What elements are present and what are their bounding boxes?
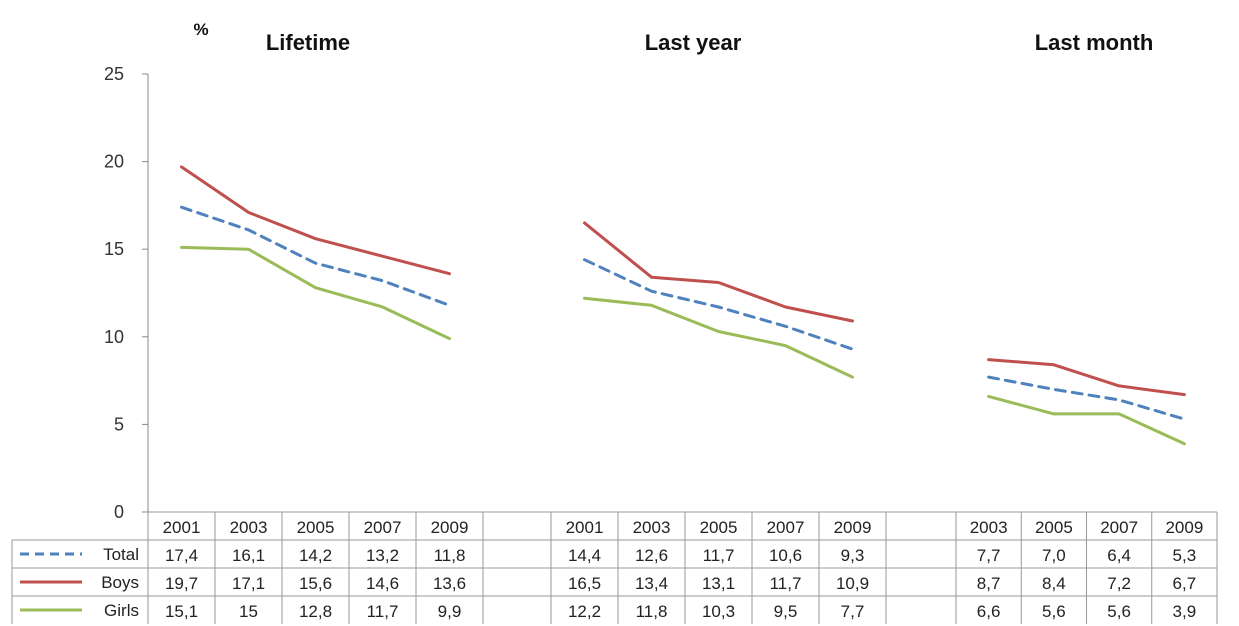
panel-title: Last year: [645, 30, 742, 55]
data-label-boys: 14,6: [366, 574, 399, 593]
series-line-total: [583, 258, 854, 351]
data-label-total: 14,4: [568, 546, 601, 565]
data-label-boys: 17,1: [232, 574, 265, 593]
series-line-girls: [583, 296, 854, 379]
y-tick-label: 15: [104, 239, 124, 259]
data-label-boys: 7,2: [1107, 574, 1131, 593]
data-label-boys: 10,9: [836, 574, 869, 593]
data-label-boys: 13,4: [635, 574, 668, 593]
data-label-girls: 6,6: [977, 602, 1001, 621]
series-line-total: [987, 375, 1186, 421]
data-label-boys: 6,7: [1173, 574, 1197, 593]
x-tick-label: 2003: [230, 518, 268, 537]
data-label-boys: 11,7: [770, 574, 802, 593]
series-line-boys: [987, 358, 1186, 397]
x-tick-label: 2009: [1165, 518, 1203, 537]
series-line-total: [180, 205, 451, 307]
y-tick-label: 20: [104, 152, 124, 172]
data-label-total: 16,1: [232, 546, 265, 565]
x-tick-label: 2009: [834, 518, 872, 537]
legend-label-total: Total: [103, 545, 139, 564]
x-tick-label: 2005: [1035, 518, 1073, 537]
data-label-girls: 12,2: [568, 602, 601, 621]
data-label-total: 12,6: [635, 546, 668, 565]
data-label-girls: 10,3: [702, 602, 735, 621]
y-axis: 0 5 10 15 20 25: [104, 64, 149, 522]
data-label-girls: 15: [239, 602, 258, 621]
data-label-total: 11,7: [703, 546, 735, 565]
series-line-girls: [987, 394, 1186, 446]
x-tick-label: 2007: [364, 518, 402, 537]
y-tick-label: 5: [114, 414, 124, 434]
data-label-girls: 15,1: [165, 602, 198, 621]
x-tick-label: 2001: [566, 518, 604, 537]
data-label-boys: 13,1: [702, 574, 735, 593]
data-label-total: 5,3: [1173, 546, 1197, 565]
data-label-girls: 3,9: [1173, 602, 1197, 621]
data-label-boys: 19,7: [165, 574, 198, 593]
panel-titles: % Lifetime Last year Last month: [193, 20, 1153, 55]
data-label-boys: 8,4: [1042, 574, 1066, 593]
data-label-total: 7,7: [977, 546, 1001, 565]
data-label-girls: 11,7: [367, 602, 399, 621]
y-tick-label: 25: [104, 64, 124, 84]
data-label-boys: 16,5: [568, 574, 601, 593]
data-label-total: 14,2: [299, 546, 332, 565]
data-label-total: 17,4: [165, 546, 198, 565]
data-label-girls: 11,8: [636, 602, 668, 621]
data-label-boys: 15,6: [299, 574, 332, 593]
panel-title: Last month: [1035, 30, 1154, 55]
legend-label-boys: Boys: [101, 573, 139, 592]
panel-title: Lifetime: [266, 30, 350, 55]
y-tick-label: 10: [104, 327, 124, 347]
legend-label-girls: Girls: [104, 601, 139, 620]
data-label-total: 7,0: [1042, 546, 1066, 565]
data-label-girls: 7,7: [841, 602, 865, 621]
x-tick-label: 2001: [163, 518, 201, 537]
data-label-total: 11,8: [434, 546, 466, 565]
data-table: Total Boys Girls 2001 2003 2005 2007 2009 17,4 16…: [11, 511, 1218, 624]
data-label-girls: 12,8: [299, 602, 332, 621]
plot-area: [180, 165, 1186, 446]
data-label-boys: 13,6: [433, 574, 466, 593]
data-label-total: 9,3: [841, 546, 865, 565]
x-tick-label: 2009: [431, 518, 469, 537]
y-tick-label: 0: [114, 502, 124, 522]
x-tick-label: 2007: [1100, 518, 1138, 537]
data-label-total: 6,4: [1107, 546, 1131, 565]
series-line-boys: [583, 221, 854, 323]
x-tick-label: 2003: [633, 518, 671, 537]
data-label-girls: 9,5: [774, 602, 798, 621]
x-tick-label: 2005: [297, 518, 335, 537]
x-tick-label: 2007: [767, 518, 805, 537]
series-line-girls: [180, 245, 451, 341]
data-label-girls: 9,9: [438, 602, 462, 621]
series-line-boys: [180, 165, 451, 276]
unit-label: %: [193, 20, 208, 39]
data-label-total: 13,2: [366, 546, 399, 565]
x-tick-label: 2003: [970, 518, 1008, 537]
data-label-total: 10,6: [769, 546, 802, 565]
data-label-girls: 5,6: [1107, 602, 1131, 621]
x-tick-label: 2005: [700, 518, 738, 537]
data-label-boys: 8,7: [977, 574, 1001, 593]
data-label-girls: 5,6: [1042, 602, 1066, 621]
